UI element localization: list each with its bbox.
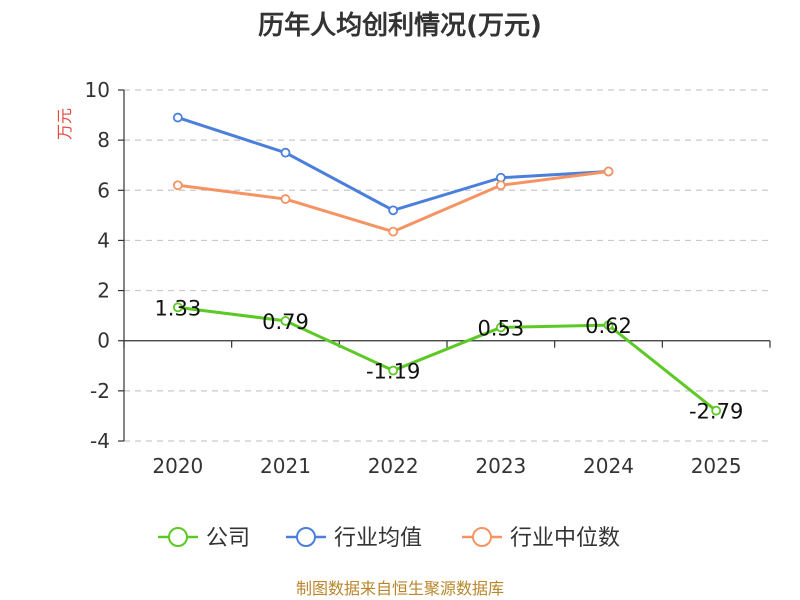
legend-item-company[interactable]: 公司 bbox=[158, 526, 250, 551]
data-point-industry-median bbox=[388, 226, 399, 237]
legend-marker-industry-average bbox=[296, 527, 316, 547]
data-point-company bbox=[280, 316, 291, 326]
y-tick-label: 10 bbox=[85, 78, 110, 102]
data-label-company: 0.53 bbox=[477, 316, 524, 340]
data-point-industry-median bbox=[495, 180, 506, 191]
source-note: 制图数据来自恒生聚源数据库 bbox=[296, 579, 504, 598]
data-point-industry-median bbox=[172, 180, 183, 191]
data-point-industry-median bbox=[280, 194, 291, 204]
axes: 10 8 6 4 2 0 -2 -4 2020 2021 2022 2023 2024 2025 bbox=[85, 78, 771, 478]
data-point-industry-average bbox=[388, 205, 399, 216]
x-tick-label: 2022 bbox=[368, 454, 419, 478]
x-tick-label: 2024 bbox=[583, 454, 634, 478]
data-point-company bbox=[388, 365, 399, 376]
data-label-company: -1.19 bbox=[366, 360, 420, 384]
x-tick-label: 2025 bbox=[691, 454, 742, 478]
series-line-company bbox=[177, 305, 718, 412]
grid bbox=[124, 89, 770, 442]
y-tick-label: 2 bbox=[97, 279, 110, 303]
data-point-company bbox=[711, 405, 722, 416]
legend: 公司 行业均值 行业中位数 bbox=[158, 526, 620, 551]
data-label-company: 1.33 bbox=[154, 296, 201, 320]
legend-label-industry-median: 行业中位数 bbox=[510, 526, 620, 551]
legend-marker-industry-median bbox=[472, 527, 492, 547]
data-label-company: 0.62 bbox=[585, 314, 632, 338]
y-axis-unit: 万元 bbox=[55, 108, 74, 140]
x-tick-label: 2023 bbox=[475, 454, 526, 478]
data-point-company bbox=[172, 302, 183, 313]
legend-label-industry-average: 行业均值 bbox=[334, 526, 422, 551]
data-point-industry-average bbox=[172, 112, 183, 123]
y-tick-label: -4 bbox=[90, 429, 110, 453]
data-label-company: 0.79 bbox=[262, 310, 309, 334]
series-line-industry-median bbox=[177, 169, 609, 234]
legend-marker-company bbox=[168, 527, 188, 547]
y-tick-label: 4 bbox=[97, 228, 110, 252]
y-tick-label: 8 bbox=[97, 128, 110, 152]
x-tick-label: 2020 bbox=[152, 454, 203, 478]
legend-item-industry-average[interactable]: 行业均值 bbox=[286, 526, 422, 551]
chart-title: 历年人均创利情况(万元) bbox=[258, 10, 542, 41]
data-labels: 1.33 0.79 -1.19 0.53 0.62 -2.79 bbox=[154, 296, 743, 423]
series-line-industry-average bbox=[177, 116, 609, 212]
x-tick-label: 2021 bbox=[260, 454, 311, 478]
legend-item-industry-median[interactable]: 行业中位数 bbox=[462, 526, 620, 551]
data-point-company bbox=[603, 320, 614, 331]
data-point-company bbox=[495, 322, 506, 333]
data-label-company: -2.79 bbox=[689, 400, 743, 424]
data-point-industry-average bbox=[280, 147, 291, 158]
legend-label-company: 公司 bbox=[206, 526, 250, 551]
y-tick-label: 6 bbox=[97, 178, 110, 202]
data-point-industry-median bbox=[603, 166, 614, 177]
y-tick-label: 0 bbox=[97, 329, 110, 353]
y-tick-label: -2 bbox=[90, 379, 110, 403]
series-layer bbox=[172, 112, 722, 416]
